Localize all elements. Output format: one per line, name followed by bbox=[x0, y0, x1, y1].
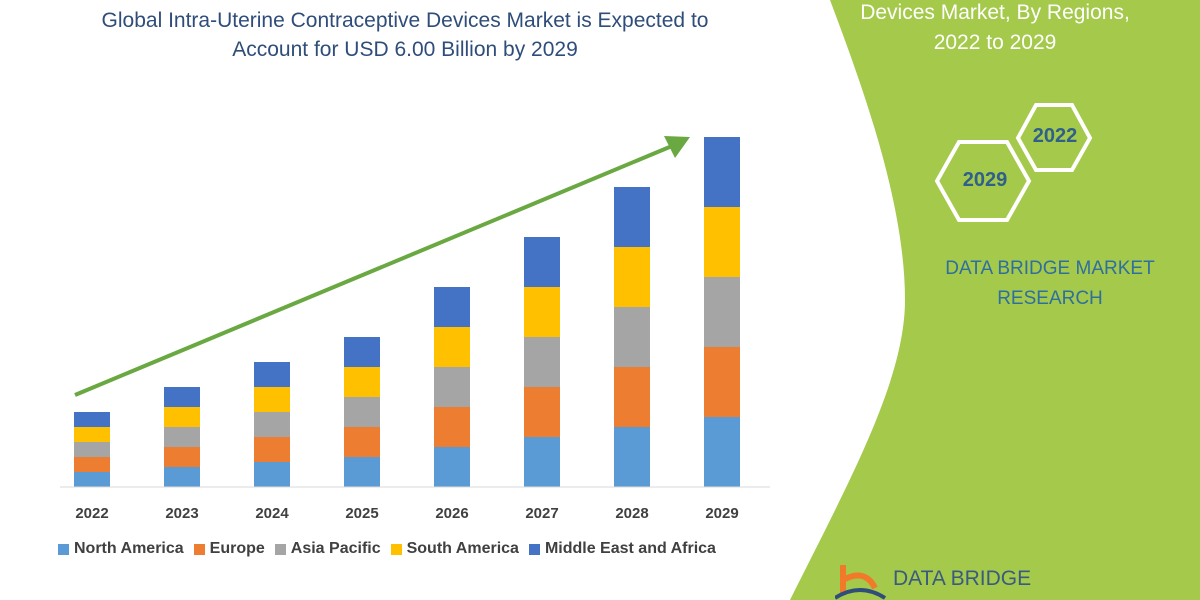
bar-segment-2022-2 bbox=[74, 442, 110, 457]
bar-segment-2028-0 bbox=[614, 427, 650, 487]
bar-segment-2023-2 bbox=[164, 427, 200, 447]
legend-label: Asia Pacific bbox=[290, 540, 381, 557]
bar-segment-2024-1 bbox=[254, 437, 290, 462]
legend-item: Europe bbox=[193, 540, 265, 558]
bar-segment-2026-4 bbox=[434, 287, 470, 327]
legend-label: Europe bbox=[209, 540, 265, 557]
bar-segment-2022-3 bbox=[74, 427, 110, 442]
legend-item: Asia Pacific bbox=[274, 540, 381, 558]
bar-segment-2029-0 bbox=[704, 417, 740, 487]
bar-segment-2027-3 bbox=[524, 287, 560, 337]
bar-segment-2023-3 bbox=[164, 407, 200, 427]
bar-segment-2029-2 bbox=[704, 277, 740, 347]
bar-segment-2026-2 bbox=[434, 367, 470, 407]
legend-swatch bbox=[528, 543, 540, 555]
bar-segment-2024-0 bbox=[254, 462, 290, 487]
bar-segment-2029-3 bbox=[704, 207, 740, 277]
bar-segment-2026-1 bbox=[434, 407, 470, 447]
bar-segment-2022-4 bbox=[74, 412, 110, 427]
bar-segment-2023-1 bbox=[164, 447, 200, 467]
x-tick-label: 2024 bbox=[255, 505, 289, 522]
side-title-line-2: 2022 to 2029 bbox=[933, 31, 1057, 54]
bar-segment-2025-2 bbox=[344, 397, 380, 427]
bar-segment-2022-0 bbox=[74, 472, 110, 487]
bar-segment-2024-2 bbox=[254, 412, 290, 437]
bar-segment-2023-0 bbox=[164, 467, 200, 487]
bar-segment-2029-1 bbox=[704, 347, 740, 417]
legend-item: South America bbox=[390, 540, 519, 558]
x-tick-label: 2026 bbox=[435, 505, 468, 522]
x-tick-label: 2027 bbox=[525, 505, 558, 522]
bar-segment-2027-0 bbox=[524, 437, 560, 487]
x-tick-label: 2028 bbox=[615, 505, 648, 522]
brand-line-2: RESEARCH bbox=[997, 288, 1103, 309]
trend-arrow bbox=[74, 136, 690, 397]
side-title-line-1: Devices Market, By Regions, bbox=[860, 1, 1130, 24]
bar-segment-2025-4 bbox=[344, 337, 380, 367]
logo-text: DATA BRIDGE bbox=[893, 567, 1032, 590]
bar-segment-2028-4 bbox=[614, 187, 650, 247]
legend-label: South America bbox=[406, 540, 519, 557]
bar-segment-2028-2 bbox=[614, 307, 650, 367]
brand-text: DATA BRIDGE MARKET RESEARCH bbox=[915, 254, 1185, 314]
bar-segment-2028-3 bbox=[614, 247, 650, 307]
bar-segment-2025-0 bbox=[344, 457, 380, 487]
title-line-2: Account for USD 6.00 Billion by 2029 bbox=[232, 38, 578, 61]
bar-segment-2025-3 bbox=[344, 367, 380, 397]
x-tick-label: 2029 bbox=[705, 505, 738, 522]
legend-item: North America bbox=[58, 540, 184, 558]
title-line-1: Global Intra-Uterine Contraceptive Devic… bbox=[101, 9, 709, 32]
hex-label-2022: 2022 bbox=[1032, 125, 1078, 147]
legend-label: North America bbox=[74, 540, 184, 557]
bar-segment-2024-4 bbox=[254, 362, 290, 387]
bar-segment-2027-4 bbox=[524, 237, 560, 287]
legend: North America Europe Asia Pacific South Ame… bbox=[58, 540, 716, 558]
bar-segment-2027-1 bbox=[524, 387, 560, 437]
hexagon-2029 bbox=[934, 140, 1032, 222]
bar-segment-2028-1 bbox=[614, 367, 650, 427]
x-tick-label: 2023 bbox=[165, 505, 198, 522]
legend-label: Middle East and Africa bbox=[544, 540, 716, 557]
bar-segment-2022-1 bbox=[74, 457, 110, 472]
legend-swatch bbox=[390, 543, 402, 555]
bar-segment-2024-3 bbox=[254, 387, 290, 412]
legend-item: Middle East and Africa bbox=[528, 540, 716, 558]
bar-segment-2027-2 bbox=[524, 337, 560, 387]
x-tick-label: 2022 bbox=[75, 505, 108, 522]
side-panel-title: Devices Market, By Regions, 2022 to 2029 bbox=[830, 0, 1160, 58]
bar-segment-2025-1 bbox=[344, 427, 380, 457]
legend-swatch bbox=[274, 543, 286, 555]
bar-segment-2023-4 bbox=[164, 387, 200, 407]
x-tick-label: 2025 bbox=[345, 505, 378, 522]
logo-icon bbox=[835, 565, 887, 600]
chart-title: Global Intra-Uterine Contraceptive Devic… bbox=[40, 6, 770, 64]
hexagon-2022 bbox=[1015, 103, 1093, 172]
legend-swatch bbox=[193, 543, 205, 555]
bar-segment-2026-3 bbox=[434, 327, 470, 367]
bar-segment-2029-4 bbox=[704, 137, 740, 207]
brand-line-1: DATA BRIDGE MARKET bbox=[945, 258, 1155, 279]
bar-chart: 2022 2023 2024 2025 2026 2027 2028 2029 bbox=[60, 136, 770, 522]
legend-swatch bbox=[58, 543, 69, 555]
hex-label-2029: 2029 bbox=[962, 169, 1008, 191]
bar-segment-2026-0 bbox=[434, 447, 470, 487]
